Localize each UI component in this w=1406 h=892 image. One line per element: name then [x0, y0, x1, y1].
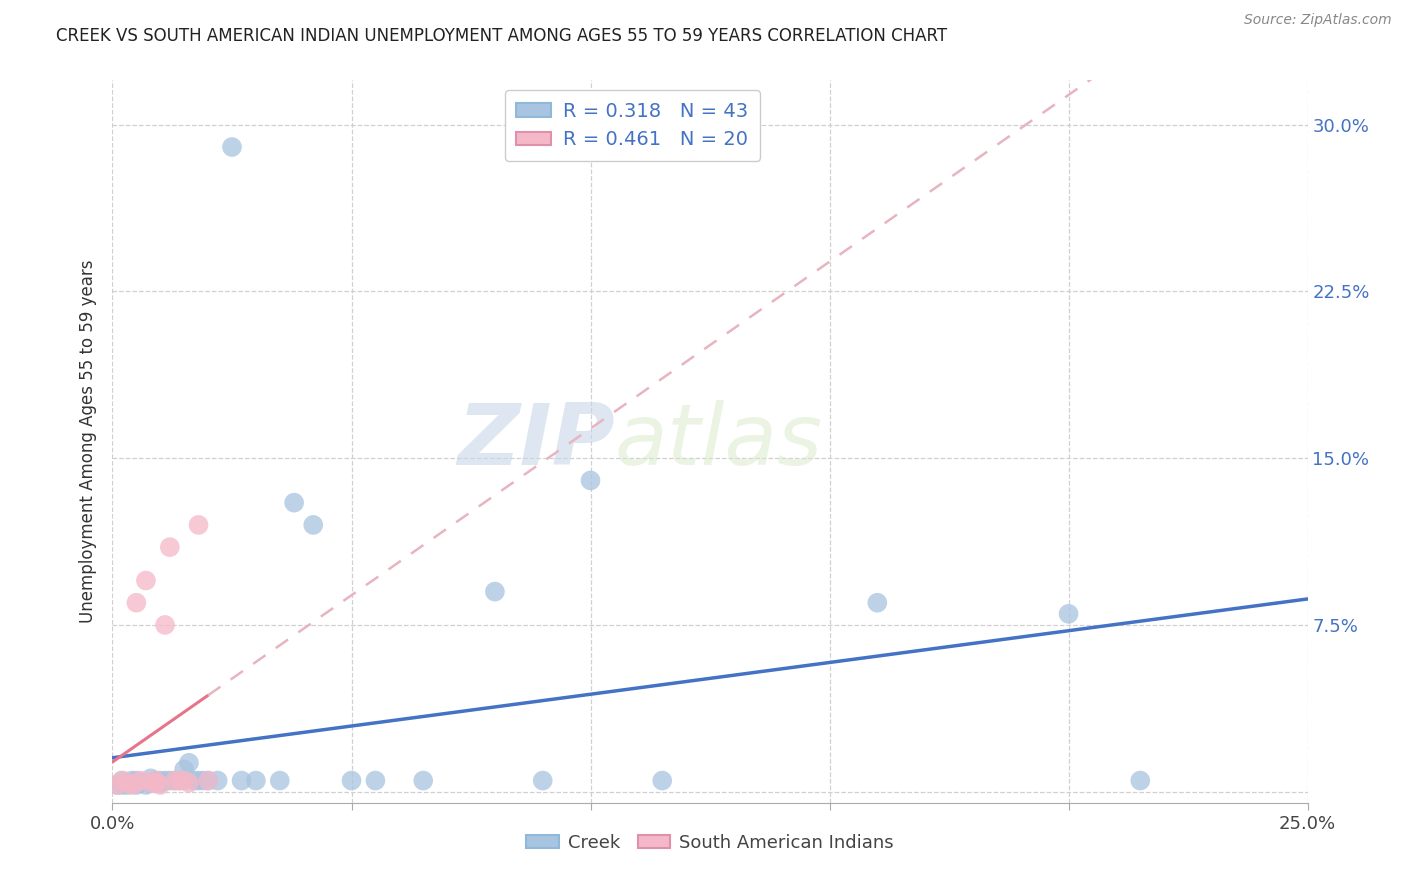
Point [153, 773, 176, 788]
Point [135, 778, 157, 792]
Point [187, 773, 209, 788]
Point [145, 773, 167, 788]
Point [139, 776, 162, 790]
Point [145, 773, 167, 788]
Point [111, 773, 134, 788]
Point [129, 776, 152, 790]
Point [269, 773, 291, 788]
Point [121, 773, 143, 788]
Y-axis label: Unemployment Among Ages 55 to 59 years: Unemployment Among Ages 55 to 59 years [79, 260, 97, 624]
Point [187, 517, 209, 532]
Point [183, 773, 205, 788]
Point [149, 778, 172, 792]
Text: atlas: atlas [614, 400, 823, 483]
Point [484, 584, 506, 599]
Point [139, 776, 162, 790]
Point [283, 496, 305, 510]
Point [159, 540, 181, 554]
Point [1057, 607, 1080, 621]
Point [1129, 773, 1152, 788]
Point [364, 773, 387, 788]
Text: Source: ZipAtlas.com: Source: ZipAtlas.com [1244, 13, 1392, 28]
Point [197, 773, 219, 788]
Legend: Creek, South American Indians: Creek, South American Indians [519, 826, 901, 859]
Point [221, 140, 243, 154]
Point [145, 776, 167, 790]
Point [115, 776, 138, 790]
Point [105, 778, 128, 792]
Point [149, 776, 172, 790]
Point [340, 773, 363, 788]
Point [135, 574, 157, 588]
Point [129, 773, 152, 788]
Point [169, 773, 191, 788]
Point [177, 756, 200, 770]
Point [651, 773, 673, 788]
Text: CREEK VS SOUTH AMERICAN INDIAN UNEMPLOYMENT AMONG AGES 55 TO 59 YEARS CORRELATIO: CREEK VS SOUTH AMERICAN INDIAN UNEMPLOYM… [56, 27, 948, 45]
Point [125, 778, 148, 792]
Text: ZIP: ZIP [457, 400, 614, 483]
Point [579, 474, 602, 488]
Point [207, 773, 229, 788]
Point [197, 773, 219, 788]
Point [193, 773, 215, 788]
Point [125, 776, 148, 790]
Point [245, 773, 267, 788]
Point [163, 773, 186, 788]
Point [105, 778, 128, 792]
Point [125, 773, 148, 788]
Point [149, 776, 172, 790]
Point [153, 618, 176, 632]
Point [111, 778, 134, 792]
Point [149, 773, 172, 788]
Point [412, 773, 434, 788]
Point [173, 773, 195, 788]
Point [177, 776, 200, 790]
Point [111, 773, 134, 788]
Point [121, 778, 143, 792]
Point [163, 773, 186, 788]
Point [125, 596, 148, 610]
Point [173, 763, 195, 777]
Point [139, 772, 162, 786]
Point [115, 778, 138, 792]
Point [866, 596, 889, 610]
Point [231, 773, 253, 788]
Point [169, 773, 191, 788]
Point [159, 773, 181, 788]
Point [145, 776, 167, 790]
Point [302, 517, 325, 532]
Point [531, 773, 554, 788]
